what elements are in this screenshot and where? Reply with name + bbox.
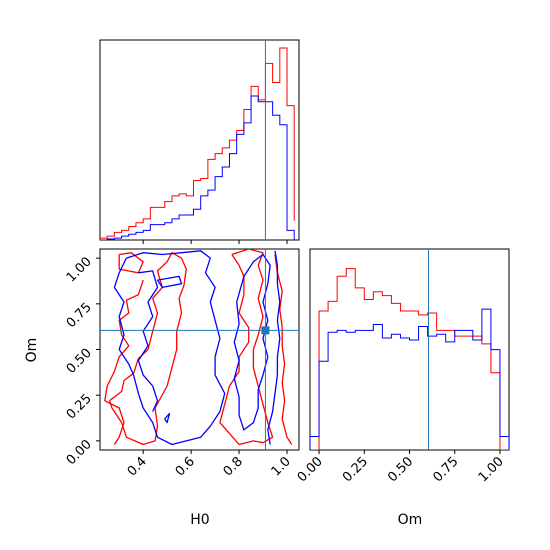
contour-series-1-level-5 bbox=[274, 254, 293, 445]
hist-Om-series-2-step bbox=[310, 308, 509, 450]
hist-H0-frame bbox=[99, 39, 300, 241]
x-axis-label-Om: Om bbox=[398, 512, 423, 528]
contour-series-2-level-3 bbox=[156, 275, 183, 289]
hist-H0-panel bbox=[99, 39, 300, 244]
contour-series-2-level-2 bbox=[137, 270, 159, 412]
contour-series-1-level-4 bbox=[219, 249, 274, 446]
contour-series-1-level-3 bbox=[104, 279, 144, 445]
x-axis-label-H0: H0 bbox=[190, 512, 209, 528]
contour-series-1-level-1 bbox=[118, 252, 144, 274]
hist-Om-series-1-step bbox=[310, 268, 509, 450]
contour-series-1-level-2 bbox=[108, 252, 187, 446]
contour-series-2-level-4 bbox=[164, 412, 171, 424]
contour-series-2-level-6 bbox=[267, 250, 281, 445]
contour-series-2-level-5 bbox=[233, 253, 271, 431]
contour-truth-marker bbox=[261, 326, 270, 335]
y-axis-label-Om: Om bbox=[24, 338, 40, 363]
contour-series-2-level-1 bbox=[113, 250, 226, 446]
hist-H0-series-2-step bbox=[100, 95, 295, 240]
